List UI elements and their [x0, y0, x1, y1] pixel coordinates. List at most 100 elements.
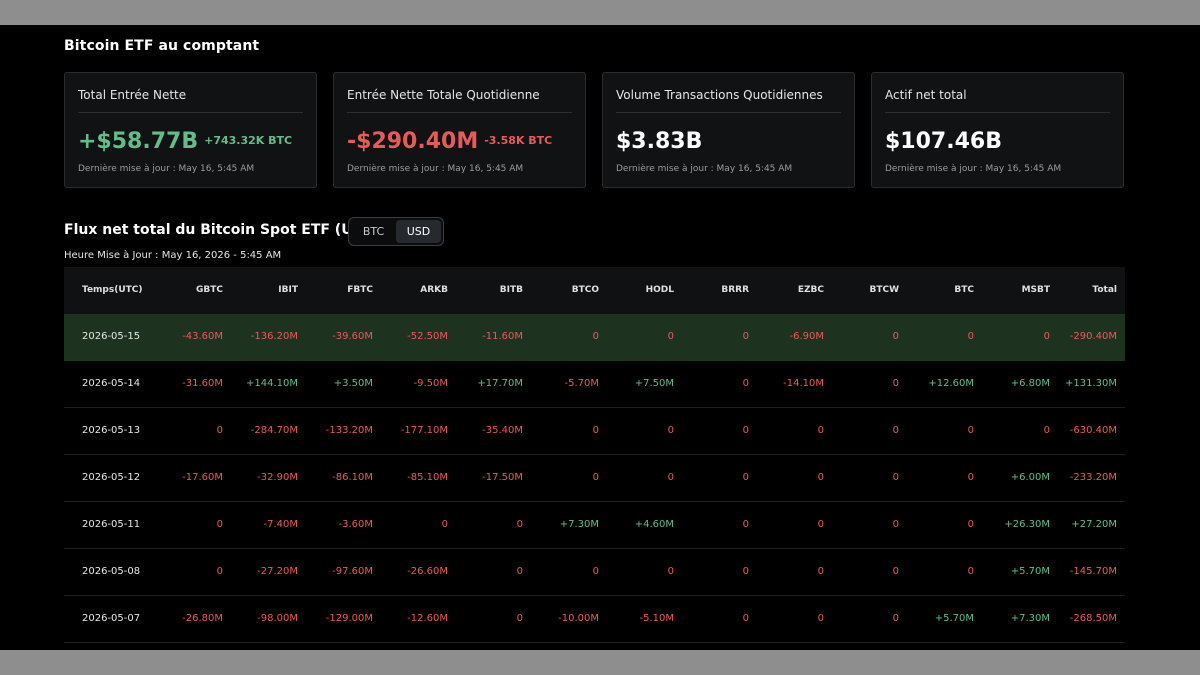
cell-hodl: -5.10M	[639, 613, 674, 624]
table-row[interactable]: 2026-05-12 -17.60M -32.90M -86.10M -85.10M -1…	[64, 455, 1125, 502]
card-value: $3.83B	[616, 129, 703, 154]
table-header: Temps(UTC) GBTC IBIT FBTC ARKB BITB BTCO HODL BR…	[64, 267, 1125, 314]
cell-hodl: +7.50M	[634, 378, 674, 389]
cell-ezbc: -14.10M	[783, 378, 824, 389]
cell-hodl: +4.60M	[634, 519, 674, 530]
cell-brrr: 0	[742, 331, 749, 342]
cell-hodl: 0	[667, 472, 674, 483]
cell-ezbc: 0	[817, 519, 824, 530]
card-divider	[347, 112, 572, 113]
card-total-net-inflow: Total Entrée Nette +$58.77B +743.32K BTC …	[64, 72, 317, 188]
table-row[interactable]: 2026-05-08 0 -27.20M -97.60M -26.60M 0 0 0 0 0 0 0 +…	[64, 549, 1125, 596]
cell-btco: -5.70M	[564, 378, 599, 389]
table-row[interactable]: 2026-05-15 -43.60M -136.20M -39.60M -52.50M -…	[64, 314, 1125, 361]
cell-btcw: 0	[892, 472, 899, 483]
cell-fbtc: -3.60M	[338, 519, 373, 530]
card-title: Volume Transactions Quotidiennes	[616, 88, 823, 102]
page-title: Bitcoin ETF au comptant	[64, 38, 260, 54]
column-header-btc: BTC	[954, 285, 974, 295]
etf-flow-table: Temps(UTC) GBTC IBIT FBTC ARKB BITB BTCO HODL BR…	[64, 267, 1125, 643]
column-header-ibit: IBIT	[278, 285, 298, 295]
cell-msbt: 0	[1043, 331, 1050, 342]
cell-btcw: 0	[892, 566, 899, 577]
cell-msbt: 0	[1043, 425, 1050, 436]
cell-fbtc: -129.00M	[325, 613, 373, 624]
cell-gbtc: -17.60M	[182, 472, 223, 483]
cell-ezbc: 0	[817, 613, 824, 624]
cell-btc: 0	[967, 472, 974, 483]
table-body: 2026-05-15 -43.60M -136.20M -39.60M -52.50M -…	[64, 314, 1125, 643]
card-sub-value: +743.32K BTC	[204, 134, 293, 147]
cell-brrr: 0	[742, 425, 749, 436]
cell-bitb: +17.70M	[477, 378, 523, 389]
cell-brrr: 0	[742, 566, 749, 577]
cell-msbt: +6.80M	[1010, 378, 1050, 389]
row-date: 2026-05-12	[82, 472, 141, 483]
cell-fbtc: -97.60M	[332, 566, 373, 577]
cell-btco: 0	[592, 566, 599, 577]
table-row[interactable]: 2026-05-07 -26.80M -98.00M -129.00M -12.60M 0…	[64, 596, 1125, 643]
cell-bitb: 0	[516, 566, 523, 577]
card-updated: Dernière mise à jour : May 16, 5:45 AM	[347, 164, 524, 174]
unit-toggle: BTC USD	[348, 217, 444, 246]
cell-gbtc: -43.60M	[182, 331, 223, 342]
toggle-btc-button[interactable]: BTC	[362, 225, 385, 238]
cell-total: -268.50M	[1069, 613, 1117, 624]
cell-ibit: -98.00M	[257, 613, 298, 624]
cell-btc: 0	[967, 425, 974, 436]
cell-total: -233.20M	[1069, 472, 1117, 483]
update-time: Heure Mise à Jour : May 16, 2026 - 5:45 …	[64, 250, 282, 261]
card-sub-value: -3.58K BTC	[484, 134, 553, 147]
card-daily-net-inflow: Entrée Nette Totale Quotidienne -$290.40…	[333, 72, 586, 188]
cell-ibit: -136.20M	[250, 331, 298, 342]
cell-gbtc: -31.60M	[182, 378, 223, 389]
cell-msbt: +26.30M	[1004, 519, 1050, 530]
toggle-usd-button[interactable]: USD	[396, 220, 441, 243]
cell-btco: 0	[592, 425, 599, 436]
cell-bitb: -17.50M	[482, 472, 523, 483]
table-row[interactable]: 2026-05-14 -31.60M +144.10M +3.50M -9.50M +17…	[64, 361, 1125, 408]
cell-msbt: +7.30M	[1010, 613, 1050, 624]
cell-bitb: -11.60M	[482, 331, 523, 342]
card-title: Entrée Nette Totale Quotidienne	[347, 88, 540, 102]
cell-arkb: 0	[441, 519, 448, 530]
cell-bitb: 0	[516, 519, 523, 530]
table-row[interactable]: 2026-05-13 0 -284.70M -133.20M -177.10M -35.4…	[64, 408, 1125, 455]
cell-btc: 0	[967, 519, 974, 530]
cell-arkb: -9.50M	[413, 378, 448, 389]
card-divider	[885, 112, 1110, 113]
cell-btcw: 0	[892, 613, 899, 624]
cell-hodl: 0	[667, 566, 674, 577]
cell-gbtc: -26.80M	[182, 613, 223, 624]
cell-btc: 0	[967, 566, 974, 577]
cell-ezbc: 0	[817, 425, 824, 436]
card-total-net-assets: Actif net total $107.46B Dernière mise à…	[871, 72, 1124, 188]
cell-total: -290.40M	[1069, 331, 1117, 342]
section-title: Flux net total du Bitcoin Spot ETF (USD)	[64, 222, 381, 238]
cell-btco: -10.00M	[558, 613, 599, 624]
cell-arkb: -12.60M	[407, 613, 448, 624]
column-header-arkb: ARKB	[420, 285, 448, 295]
cell-msbt: +5.70M	[1010, 566, 1050, 577]
cell-btco: 0	[592, 331, 599, 342]
cell-gbtc: 0	[216, 425, 223, 436]
row-date: 2026-05-07	[82, 613, 141, 624]
card-value: $107.46B	[885, 129, 1002, 154]
cell-total: +131.30M	[1065, 378, 1117, 389]
table-row[interactable]: 2026-05-11 0 -7.40M -3.60M 0 0 +7.30M +4.60M 0 0 0…	[64, 502, 1125, 549]
cell-brrr: 0	[742, 472, 749, 483]
column-header-brrr: BRRR	[721, 285, 749, 295]
cell-ibit: -27.20M	[257, 566, 298, 577]
cell-btco: +7.30M	[559, 519, 599, 530]
row-date: 2026-05-11	[82, 519, 141, 530]
column-header-bitb: BITB	[499, 285, 523, 295]
cell-ibit: -7.40M	[263, 519, 298, 530]
column-header-fbtc: FBTC	[347, 285, 373, 295]
column-header-ezbc: EZBC	[797, 285, 824, 295]
column-header-gbtc: GBTC	[196, 285, 223, 295]
row-date: 2026-05-14	[82, 378, 141, 389]
cell-btc: +5.70M	[934, 613, 974, 624]
column-header-btco: BTCO	[571, 285, 599, 295]
cell-ezbc: 0	[817, 566, 824, 577]
column-header-total: Total	[1092, 285, 1117, 295]
